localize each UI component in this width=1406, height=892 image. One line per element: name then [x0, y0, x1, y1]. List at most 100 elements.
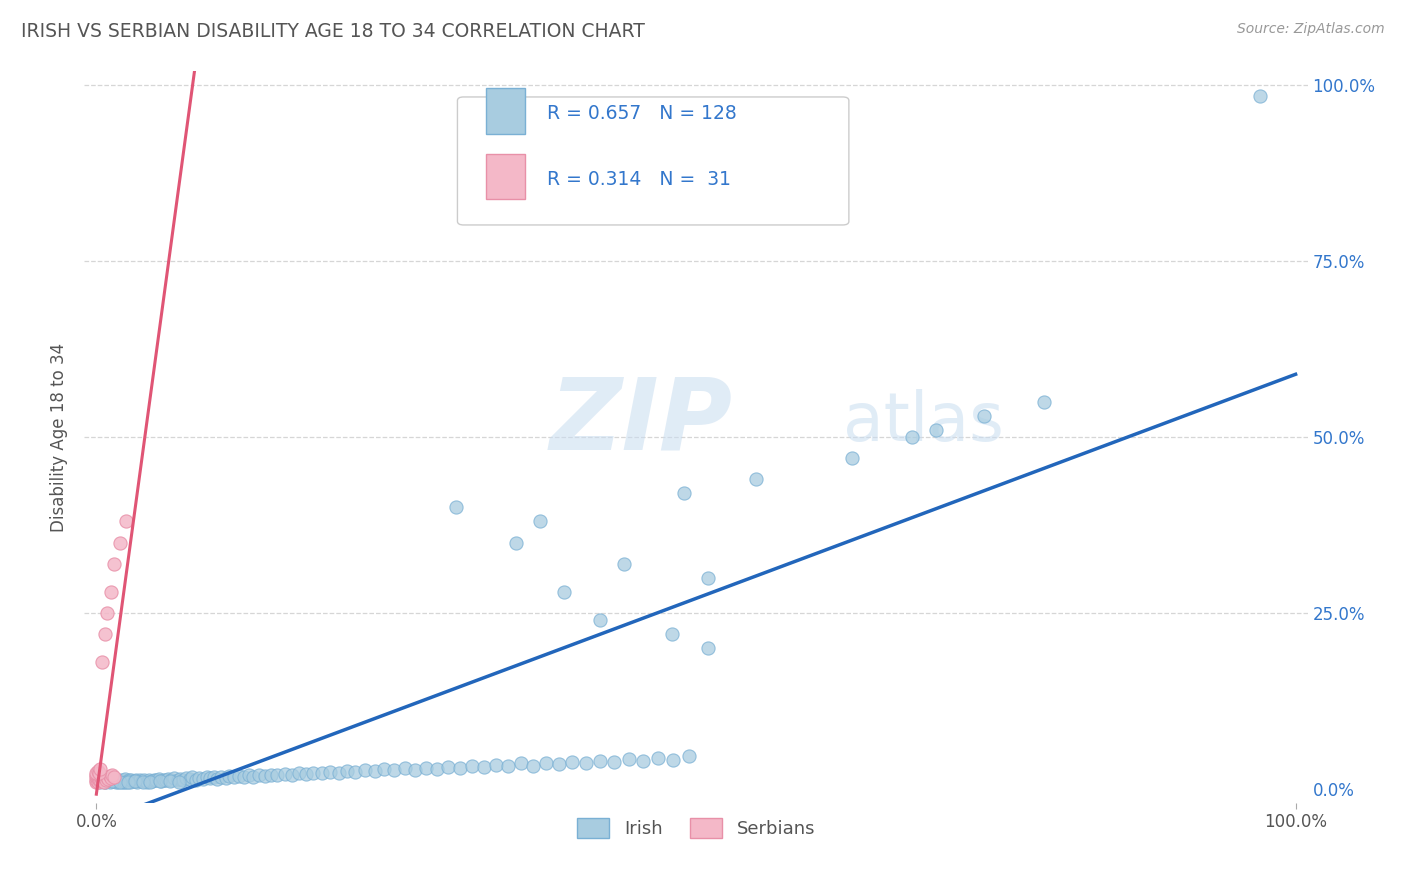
Point — [101, 774, 124, 789]
Point — [925, 423, 948, 437]
Point — [93, 774, 117, 789]
Point — [87, 766, 110, 780]
Point — [103, 771, 125, 785]
Point — [112, 774, 135, 789]
Point — [100, 773, 122, 788]
Point — [311, 766, 333, 780]
Point — [157, 772, 180, 786]
Point — [181, 771, 204, 785]
Point — [678, 749, 700, 764]
Point — [382, 764, 405, 778]
Point — [363, 764, 385, 779]
Point — [548, 757, 571, 772]
Point — [134, 772, 156, 787]
Point — [188, 771, 211, 785]
Point — [167, 774, 190, 789]
Point — [207, 772, 229, 786]
Point — [163, 771, 186, 785]
Point — [254, 769, 277, 783]
Point — [138, 772, 160, 787]
Point — [139, 774, 162, 789]
Point — [603, 755, 626, 769]
Point — [122, 774, 145, 789]
Point — [115, 515, 138, 529]
Point — [86, 764, 108, 779]
Point — [124, 774, 146, 789]
Point — [115, 774, 138, 789]
Point — [159, 772, 181, 787]
Point — [1032, 395, 1054, 409]
Point — [522, 758, 544, 772]
Point — [505, 535, 527, 549]
Point — [509, 756, 531, 771]
Point — [110, 535, 132, 549]
Point — [111, 773, 134, 788]
Point — [97, 772, 120, 786]
Point — [179, 772, 201, 786]
Point — [125, 772, 148, 787]
Point — [120, 773, 142, 788]
Point — [404, 763, 426, 777]
Point — [135, 774, 157, 789]
Point — [132, 774, 155, 789]
Point — [86, 771, 108, 785]
Point — [273, 767, 295, 781]
Point — [319, 764, 342, 779]
Point — [114, 772, 136, 786]
Point — [195, 771, 218, 785]
Point — [152, 772, 174, 787]
Point — [87, 769, 110, 783]
Point — [529, 515, 551, 529]
Point — [426, 762, 449, 776]
Text: R = 0.657   N = 128: R = 0.657 N = 128 — [547, 104, 737, 123]
FancyBboxPatch shape — [457, 97, 849, 225]
Point — [697, 571, 720, 585]
Point — [89, 762, 111, 776]
Bar — [485, 88, 524, 134]
Point — [485, 757, 508, 772]
Point — [202, 770, 225, 784]
Point — [461, 758, 484, 772]
Point — [209, 771, 232, 785]
Point — [141, 774, 163, 789]
Point — [101, 767, 124, 781]
Point — [86, 772, 108, 787]
Point — [98, 769, 121, 783]
Text: R = 0.314   N =  31: R = 0.314 N = 31 — [547, 170, 731, 189]
Point — [328, 765, 350, 780]
Point — [174, 771, 197, 785]
Point — [662, 753, 685, 767]
Point — [449, 761, 471, 775]
Point — [117, 774, 139, 789]
Point — [93, 774, 115, 789]
Point — [553, 584, 575, 599]
Point — [224, 771, 246, 785]
Point — [142, 772, 165, 787]
Point — [218, 769, 240, 783]
Point — [96, 770, 118, 784]
Point — [260, 767, 283, 781]
Point — [87, 772, 110, 787]
Point — [118, 772, 141, 787]
Point — [91, 772, 114, 786]
Point — [344, 764, 367, 779]
Point — [91, 655, 114, 669]
Text: Source: ZipAtlas.com: Source: ZipAtlas.com — [1237, 22, 1385, 37]
Text: IRISH VS SERBIAN DISABILITY AGE 18 TO 34 CORRELATION CHART: IRISH VS SERBIAN DISABILITY AGE 18 TO 34… — [21, 22, 645, 41]
Point — [131, 774, 153, 789]
Point — [631, 754, 654, 768]
Bar — [485, 154, 524, 200]
Point — [354, 763, 377, 777]
Point — [100, 584, 122, 599]
Point — [249, 768, 271, 782]
Point — [281, 767, 304, 781]
Point — [103, 772, 125, 787]
Point — [901, 430, 924, 444]
Point — [101, 774, 124, 789]
Point — [444, 500, 467, 515]
Point — [973, 409, 995, 423]
Point — [238, 768, 260, 782]
Text: ZIP: ZIP — [550, 374, 733, 471]
Point — [93, 627, 117, 641]
Point — [336, 764, 359, 779]
